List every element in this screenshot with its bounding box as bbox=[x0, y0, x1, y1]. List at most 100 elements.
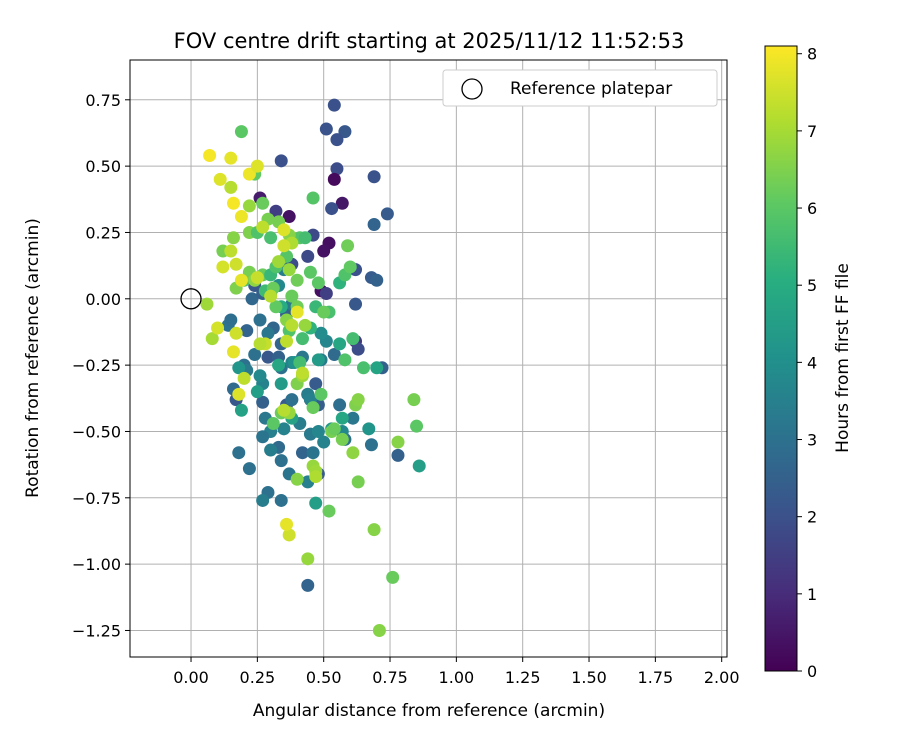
y-axis-ticks: 0.75 0.50 0.25 0.00 −0.25 −0.50 −0.75 −1.00 −1.2… bbox=[72, 91, 130, 640]
data-point bbox=[338, 125, 352, 139]
data-point bbox=[229, 257, 243, 271]
data-point bbox=[306, 191, 320, 205]
data-point bbox=[274, 377, 288, 391]
data-point bbox=[253, 369, 267, 383]
data-point bbox=[213, 172, 227, 186]
colorbar-tick-label: 0 bbox=[807, 662, 817, 681]
data-point bbox=[341, 239, 355, 253]
data-point bbox=[327, 172, 341, 186]
data-point bbox=[333, 337, 347, 351]
colorbar: 0 1 2 3 4 5 6 7 8 Hours from first FF file bbox=[764, 45, 853, 681]
colorbar-tick-label: 4 bbox=[807, 353, 817, 372]
data-point bbox=[274, 154, 288, 168]
data-point bbox=[253, 337, 267, 351]
data-point bbox=[309, 377, 323, 391]
x-axis-ticks: 0.00 0.25 0.50 0.75 1.00 1.25 1.50 1.75 2.00 bbox=[173, 657, 740, 687]
data-point bbox=[367, 523, 381, 537]
data-point bbox=[391, 448, 405, 462]
y-tick-label: 0.75 bbox=[85, 91, 121, 110]
data-point bbox=[370, 273, 384, 287]
data-point bbox=[256, 196, 270, 210]
data-point bbox=[351, 475, 365, 489]
data-point bbox=[232, 387, 246, 401]
data-point bbox=[346, 411, 360, 425]
data-point bbox=[282, 263, 296, 277]
data-point bbox=[335, 196, 349, 210]
data-point bbox=[245, 292, 259, 306]
data-point bbox=[282, 528, 296, 542]
data-point bbox=[277, 239, 291, 253]
data-point bbox=[280, 517, 294, 531]
data-point bbox=[290, 305, 304, 319]
x-axis-title: Angular distance from reference (arcmin) bbox=[253, 701, 605, 721]
data-point bbox=[285, 318, 299, 332]
data-point bbox=[370, 361, 384, 375]
colorbar-tick-label: 3 bbox=[807, 431, 817, 450]
data-point bbox=[298, 231, 312, 245]
x-tick-label: 0.00 bbox=[173, 668, 209, 687]
data-point bbox=[351, 393, 365, 407]
data-point bbox=[386, 570, 400, 584]
y-tick-label: 0.00 bbox=[85, 290, 121, 309]
data-point bbox=[311, 276, 325, 290]
colorbar-gradient bbox=[764, 45, 798, 672]
chart-title: FOV centre drift starting at 2025/11/12 … bbox=[174, 29, 685, 53]
data-point bbox=[325, 202, 339, 216]
data-point bbox=[250, 385, 264, 399]
data-point bbox=[335, 432, 349, 446]
data-point bbox=[319, 122, 333, 136]
x-tick-label: 1.25 bbox=[505, 668, 541, 687]
data-point bbox=[250, 159, 264, 173]
data-point bbox=[234, 403, 248, 417]
data-point bbox=[232, 446, 246, 460]
data-point bbox=[277, 403, 291, 417]
legend-entry-reference-platepar: Reference platepar bbox=[510, 79, 672, 99]
data-point bbox=[224, 180, 238, 194]
data-point bbox=[293, 355, 307, 369]
x-tick-label: 1.75 bbox=[638, 668, 674, 687]
data-point bbox=[256, 220, 270, 234]
data-point bbox=[298, 318, 312, 332]
data-point bbox=[356, 361, 370, 375]
x-tick-label: 0.25 bbox=[240, 668, 276, 687]
data-point bbox=[317, 435, 331, 449]
reference-marker-layer bbox=[180, 288, 202, 310]
data-point bbox=[295, 332, 309, 346]
data-point bbox=[264, 443, 278, 457]
data-point bbox=[303, 265, 317, 279]
data-point bbox=[391, 435, 405, 449]
data-point bbox=[226, 196, 240, 210]
colorbar-tick-label: 1 bbox=[807, 585, 817, 604]
legend-box bbox=[442, 69, 718, 107]
data-point bbox=[295, 366, 309, 380]
data-point bbox=[314, 387, 328, 401]
data-point bbox=[380, 207, 394, 221]
data-point bbox=[242, 462, 256, 476]
data-point bbox=[248, 348, 262, 362]
plot-background bbox=[130, 60, 727, 657]
data-point bbox=[301, 552, 315, 566]
data-point bbox=[285, 393, 299, 407]
x-tick-label: 1.00 bbox=[439, 668, 475, 687]
y-tick-label: 0.25 bbox=[85, 223, 121, 242]
y-tick-label: 0.50 bbox=[85, 157, 121, 176]
data-point bbox=[327, 348, 341, 362]
data-point bbox=[272, 255, 286, 269]
y-axis-title: Rotation from reference (arcmin) bbox=[23, 218, 43, 498]
data-point bbox=[301, 578, 315, 592]
data-point bbox=[367, 170, 381, 184]
data-point bbox=[317, 244, 331, 258]
data-point bbox=[242, 167, 256, 181]
data-point bbox=[229, 326, 243, 340]
data-point bbox=[322, 504, 336, 518]
data-point bbox=[240, 324, 254, 338]
data-point bbox=[266, 417, 280, 431]
plot-frame bbox=[129, 59, 728, 658]
data-point bbox=[364, 438, 378, 452]
data-point bbox=[256, 493, 270, 507]
y-tick-label: −1.00 bbox=[72, 555, 121, 574]
data-point bbox=[319, 286, 333, 300]
x-tick-label: 2.00 bbox=[704, 668, 740, 687]
y-tick-label: −0.50 bbox=[72, 422, 121, 441]
